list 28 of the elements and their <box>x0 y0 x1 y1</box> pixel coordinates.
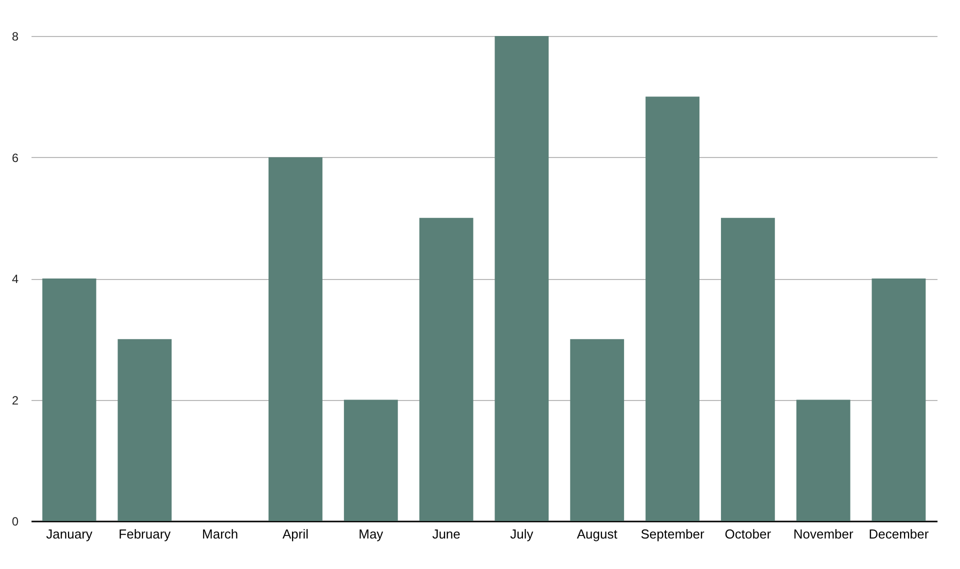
x-tick-label: December <box>868 526 930 542</box>
bar <box>118 339 172 521</box>
bar <box>42 278 96 521</box>
y-tick-label: 0 <box>12 514 19 528</box>
y-tick-label: 6 <box>12 150 19 165</box>
x-tick-label: November <box>793 526 854 542</box>
x-tick-label: June <box>432 526 460 542</box>
x-tick-label: October <box>724 526 772 542</box>
bar <box>494 36 549 521</box>
x-tick-label: May <box>358 526 384 542</box>
bar <box>646 96 700 521</box>
bar <box>268 157 322 521</box>
x-tick-label: February <box>118 526 172 542</box>
bar <box>872 278 926 521</box>
y-tick-label: 4 <box>12 272 19 286</box>
bar <box>344 400 398 521</box>
y-tick-label: 2 <box>12 393 19 408</box>
bar <box>419 218 474 521</box>
x-tick-label: April <box>282 526 309 542</box>
x-tick-label: March <box>202 526 238 542</box>
y-tick-label: 8 <box>12 30 19 44</box>
bar <box>796 400 850 521</box>
bar <box>570 339 624 521</box>
x-tick-label: August <box>576 526 618 542</box>
x-tick-label: July <box>510 526 534 542</box>
x-tick-label: September <box>640 526 705 542</box>
x-tick-label: January <box>46 526 93 542</box>
bar <box>720 218 775 521</box>
